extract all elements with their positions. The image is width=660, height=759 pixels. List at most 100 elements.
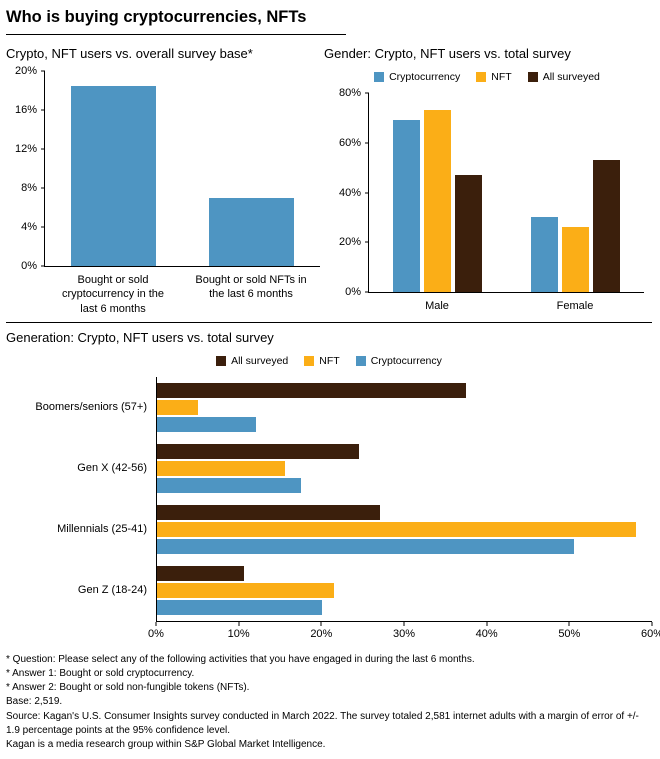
all-surveyed-legend-item: All surveyed — [527, 71, 600, 83]
all-surveyed-swatch-icon — [527, 72, 538, 82]
y-axis-tick-label: 12% — [14, 143, 37, 155]
footnote-line: Kagan is a media research group within S… — [6, 739, 326, 751]
y-axis-tick-label: 60% — [338, 136, 361, 149]
category-label: Gen X (42-56) — [77, 462, 147, 475]
x-axis-tick-mark — [320, 621, 322, 626]
footnote-line: Source: Kagan's U.S. Consumer Insights s… — [6, 710, 639, 736]
y-axis-tick-mark — [365, 192, 369, 193]
y-axis-tick-mark — [41, 265, 45, 267]
category-row: Millennials (25-41) — [6, 498, 652, 560]
category-label: Female — [556, 300, 594, 312]
nft-swatch-icon — [476, 72, 487, 82]
x-axis-labels: Bought or sold cryptocurrency in the las… — [44, 273, 320, 316]
gender-panel: Gender: Crypto, NFT users vs. total surv… — [324, 44, 650, 316]
plot-bars — [369, 93, 644, 292]
legend-label: All surveyed — [231, 354, 289, 367]
all-surveyed-bar — [157, 504, 380, 520]
y-axis-tick-label: 20% — [14, 65, 37, 77]
footnote-line: * Answer 2: Bought or sold non-fungible … — [6, 682, 250, 694]
footnote-line: Base: 2,519. — [6, 696, 63, 708]
page-title: Who is buying cryptocurrencies, NFTs — [6, 8, 307, 26]
nft-bar — [157, 399, 199, 415]
bar-group — [156, 498, 652, 560]
category-label: Millennials (25-41) — [57, 523, 147, 536]
nft-legend-item: NFT — [476, 71, 512, 83]
all-surveyed-bar — [157, 565, 244, 581]
category-label: Gen Z (18-24) — [77, 584, 147, 597]
x-axis-labels: Male Female — [368, 299, 644, 313]
cryptocurrency-bar — [157, 538, 574, 554]
category-label: Boomers/seniors (57+) — [35, 401, 147, 414]
bar-group — [156, 437, 652, 499]
legend-label: NFT — [491, 71, 512, 83]
value-bar — [208, 197, 294, 266]
nft-legend-item: NFT — [304, 354, 340, 367]
y-axis-tick-label: 4% — [21, 221, 37, 233]
bar-slot — [183, 71, 321, 266]
all-surveyed-bar — [455, 175, 483, 292]
cryptocurrency-legend-item: Cryptocurrency — [355, 354, 442, 367]
x-axis-tick-label: 10% — [227, 627, 250, 640]
gender-chart-title: Gender: Crypto, NFT users vs. total surv… — [324, 46, 571, 61]
cryptocurrency-legend-item: Cryptocurrency — [374, 71, 460, 83]
gender-legend: Cryptocurrency NFT All surveyed — [324, 71, 650, 83]
generation-legend: All surveyed NFT Cryptocurrency — [6, 355, 652, 367]
footnotes: * Question: Please select any of the fol… — [6, 653, 652, 752]
cryptocurrency-swatch-icon — [374, 72, 385, 82]
cryptocurrency-swatch-icon — [355, 355, 366, 366]
legend-label: Cryptocurrency — [370, 354, 442, 367]
x-axis-tick-label: 30% — [392, 627, 416, 640]
category-label: Bought or sold cryptocurrency in the las… — [61, 274, 165, 315]
cryptocurrency-bar — [530, 217, 558, 292]
y-axis-tick-label: 40% — [338, 186, 361, 199]
footnote-line: * Question: Please select any of the fol… — [6, 653, 475, 665]
nft-swatch-icon — [304, 355, 315, 366]
overall-chart-title: Crypto, NFT users vs. overall survey bas… — [6, 46, 253, 61]
category-label: Bought or sold NFTs in the last 6 months — [195, 274, 307, 301]
legend-label: NFT — [319, 354, 340, 367]
nft-bar — [157, 460, 285, 476]
y-axis-tick-label: 8% — [21, 182, 37, 194]
nft-bar — [561, 227, 589, 292]
y-axis-tick-mark — [365, 291, 369, 293]
y-axis-tick-label: 20% — [338, 236, 361, 249]
category-row: Gen Z (18-24) — [6, 559, 652, 621]
all-surveyed-legend-item: All surveyed — [216, 355, 288, 367]
all-surveyed-bar — [157, 443, 360, 459]
bar-group — [369, 93, 507, 292]
x-axis-tick-mark — [486, 621, 488, 626]
footnote-line: * Answer 1: Bought or sold cryptocurrenc… — [6, 668, 195, 680]
x-axis-tick-label: 50% — [558, 627, 581, 640]
all-surveyed-swatch-icon — [216, 355, 227, 366]
x-axis-tick-mark — [403, 621, 405, 626]
x-axis-tick-mark — [568, 621, 570, 626]
gender-chart: 0% 20% 40% 60% 80% Male Female — [324, 87, 650, 313]
legend-label: Cryptocurrency — [389, 71, 461, 83]
generation-panel: Generation: Crypto, NFT users vs. total … — [6, 329, 660, 643]
cryptocurrency-bar — [393, 120, 421, 292]
x-axis-tick-label: 20% — [310, 627, 333, 640]
generation-chart-title: Generation: Crypto, NFT users vs. total … — [6, 329, 274, 345]
y-axis-tick-mark — [41, 109, 45, 111]
all-surveyed-bar — [157, 382, 467, 398]
y-axis-tick-mark — [41, 148, 45, 150]
y-axis-tick-label: 0% — [345, 286, 361, 298]
nft-bar — [157, 582, 335, 598]
x-axis-tick-label: 0% — [148, 627, 164, 640]
category-label: Male — [425, 300, 449, 312]
category-row: Gen X (42-56) — [6, 437, 652, 499]
section-divider — [6, 321, 652, 323]
y-axis-tick-mark — [365, 241, 369, 243]
overall-chart: 0% 4% 8% 12% 16% 20% Bought or sold cryptocurr… — [6, 65, 324, 316]
bar-slot — [45, 71, 183, 266]
overall-plot-area: 0% 4% 8% 12% 16% 20% — [15, 65, 320, 272]
plot-bars — [45, 71, 320, 266]
bar-group — [507, 93, 645, 292]
bar-group — [156, 376, 652, 438]
y-axis-tick-label: 0% — [21, 260, 37, 272]
x-axis-tick-label: 60% — [640, 627, 660, 640]
nft-bar — [424, 110, 452, 292]
gender-plot-area: 0% 20% 40% 60% 80% — [339, 87, 644, 298]
y-axis-tick-mark — [41, 187, 45, 189]
